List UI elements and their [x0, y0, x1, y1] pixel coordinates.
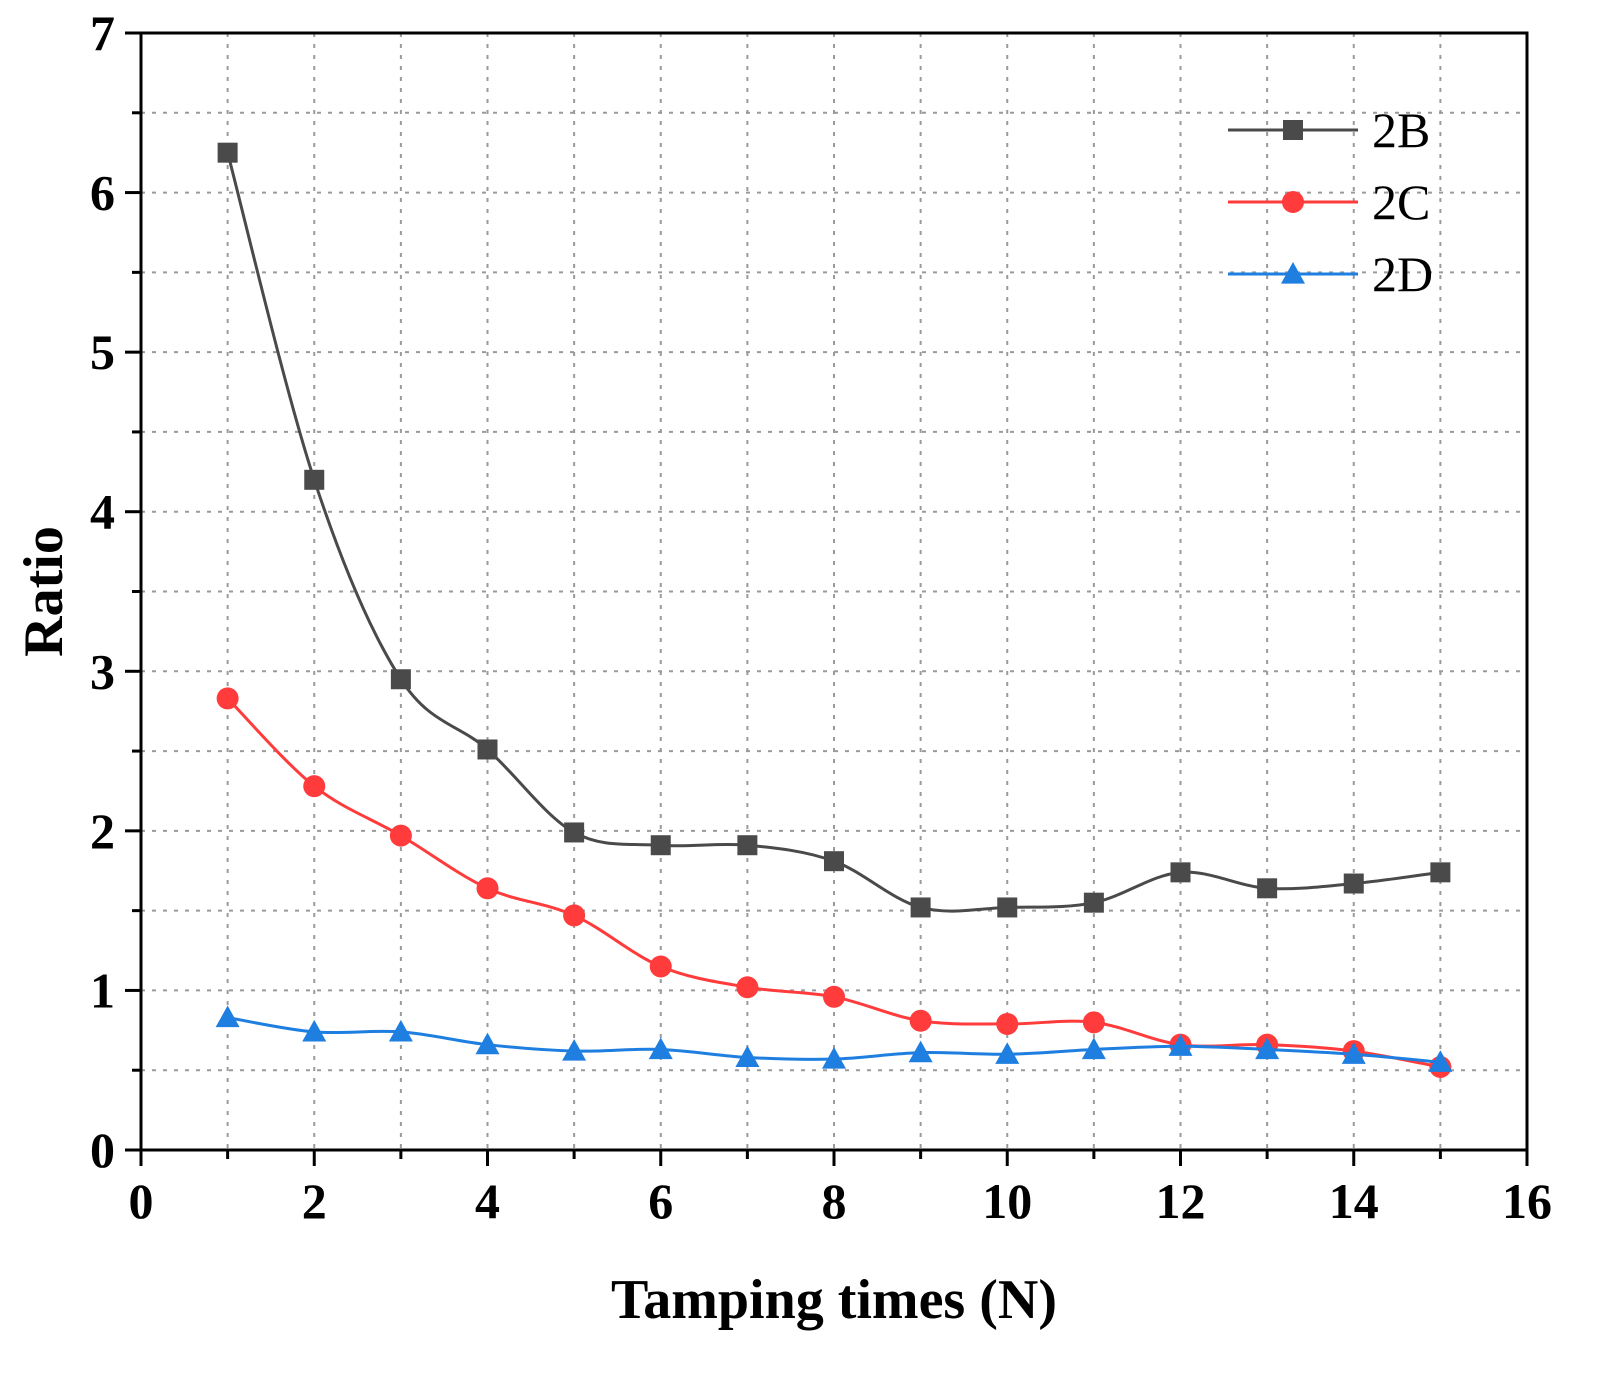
data-point-2D	[215, 1005, 240, 1028]
data-point-2B	[650, 835, 671, 856]
data-point-2C	[476, 877, 499, 900]
legend: 2B 2C 2D	[1228, 102, 1433, 302]
legend-marker-2C	[1282, 191, 1304, 213]
data-point-2B	[1170, 862, 1191, 883]
data-point-2B	[477, 739, 498, 760]
x-tick-label: 12	[1156, 1173, 1206, 1229]
grid-lines	[141, 33, 1527, 1150]
y-tick-label: 6	[90, 165, 115, 221]
legend-item-2C: 2C	[1228, 174, 1430, 230]
data-point-2D	[735, 1045, 760, 1068]
data-point-2B	[1343, 873, 1364, 894]
data-point-2B	[824, 851, 844, 872]
x-tick-label: 16	[1502, 1173, 1552, 1229]
y-axis-title: Ratio	[13, 526, 75, 657]
data-point-2C	[303, 775, 326, 798]
data-point-2C	[649, 955, 672, 978]
x-tick-label: 2	[302, 1173, 327, 1229]
data-point-2D	[1081, 1037, 1106, 1060]
data-point-2C	[563, 904, 586, 927]
data-point-2C	[1082, 1011, 1105, 1034]
data-point-2B	[910, 897, 931, 918]
data-point-2B	[217, 142, 238, 163]
y-tick-label: 4	[90, 484, 115, 540]
data-point-2D	[995, 1042, 1020, 1064]
legend-item-2D: 2D	[1228, 246, 1433, 302]
y-tick-label: 1	[90, 962, 115, 1018]
data-point-2B	[997, 897, 1018, 918]
data-point-2B	[737, 835, 758, 856]
data-point-2B	[1083, 892, 1104, 913]
data-point-2D	[302, 1019, 327, 1042]
data-point-2B	[1257, 878, 1278, 899]
y-tick-label: 0	[90, 1122, 115, 1178]
x-tick-label: 0	[129, 1173, 154, 1229]
legend-label-2D: 2D	[1372, 246, 1433, 302]
data-point-2C	[996, 1012, 1019, 1035]
data-point-2B	[390, 669, 411, 690]
y-tick-label: 2	[90, 803, 115, 859]
data-point-2D	[475, 1032, 500, 1055]
data-point-2D	[562, 1039, 587, 1061]
data-point-2C	[216, 687, 239, 710]
x-axis-title: Tamping times (N)	[611, 1269, 1057, 1331]
data-point-2C	[389, 824, 412, 847]
data-point-2D	[1168, 1034, 1193, 1056]
axis-ticks	[125, 31, 1529, 1166]
series-2D	[215, 1005, 1453, 1072]
legend-label-2C: 2C	[1372, 174, 1430, 230]
data-point-2D	[1428, 1050, 1453, 1072]
series-line-2B	[226, 152, 1441, 913]
x-tick-label: 8	[822, 1173, 847, 1229]
x-tick-label: 14	[1329, 1173, 1379, 1229]
data-point-2D	[1255, 1037, 1280, 1060]
series-2B	[217, 142, 1451, 918]
x-tick-label: 10	[982, 1173, 1032, 1229]
legend-marker-2B	[1283, 120, 1303, 140]
data-point-2C	[736, 976, 759, 999]
x-tick-label: 4	[475, 1173, 500, 1229]
data-point-2B	[304, 469, 325, 490]
data-point-2D	[648, 1037, 673, 1060]
y-tick-label: 7	[90, 5, 115, 61]
x-tick-label: 6	[648, 1173, 673, 1229]
data-point-2B	[564, 822, 585, 843]
legend-item-2B: 2B	[1228, 102, 1430, 158]
data-point-2B	[1430, 862, 1451, 883]
data-point-2D	[1341, 1042, 1366, 1064]
y-tick-label: 5	[90, 324, 115, 380]
data-point-2D	[908, 1040, 933, 1063]
data-point-2D	[822, 1047, 846, 1069]
data-point-2C	[823, 985, 845, 1008]
data-point-2C	[909, 1009, 932, 1032]
y-tick-label: 3	[90, 643, 115, 699]
legend-label-2B: 2B	[1372, 102, 1430, 158]
legend-marker-2D	[1281, 262, 1305, 284]
data-point-2D	[388, 1019, 413, 1042]
series-layer	[215, 142, 1453, 1079]
